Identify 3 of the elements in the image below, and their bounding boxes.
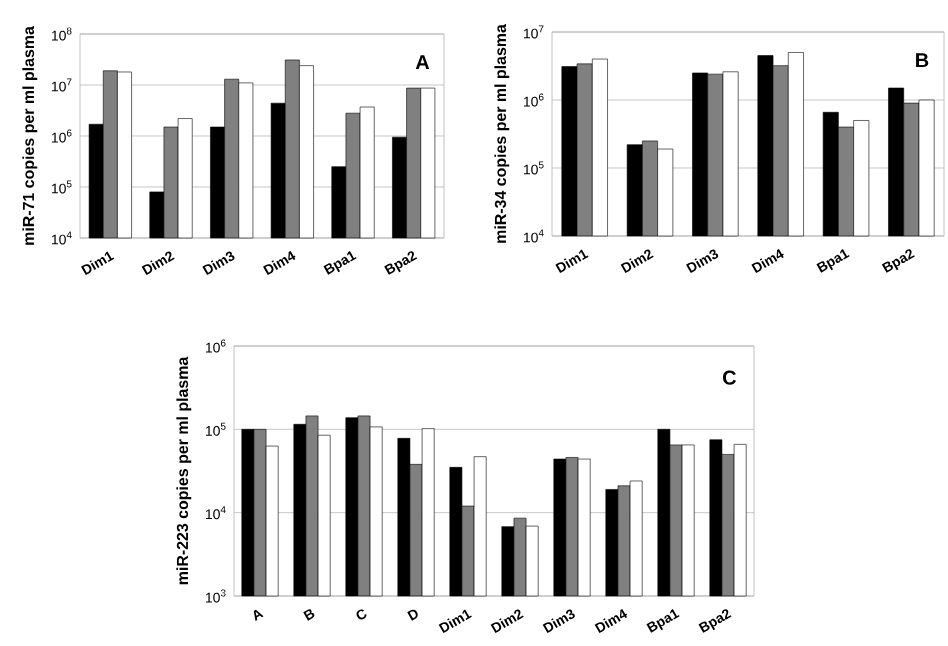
- annotation: A: [415, 55, 430, 70]
- annotation: B: [916, 53, 929, 68]
- annotation: C: [722, 370, 737, 385]
